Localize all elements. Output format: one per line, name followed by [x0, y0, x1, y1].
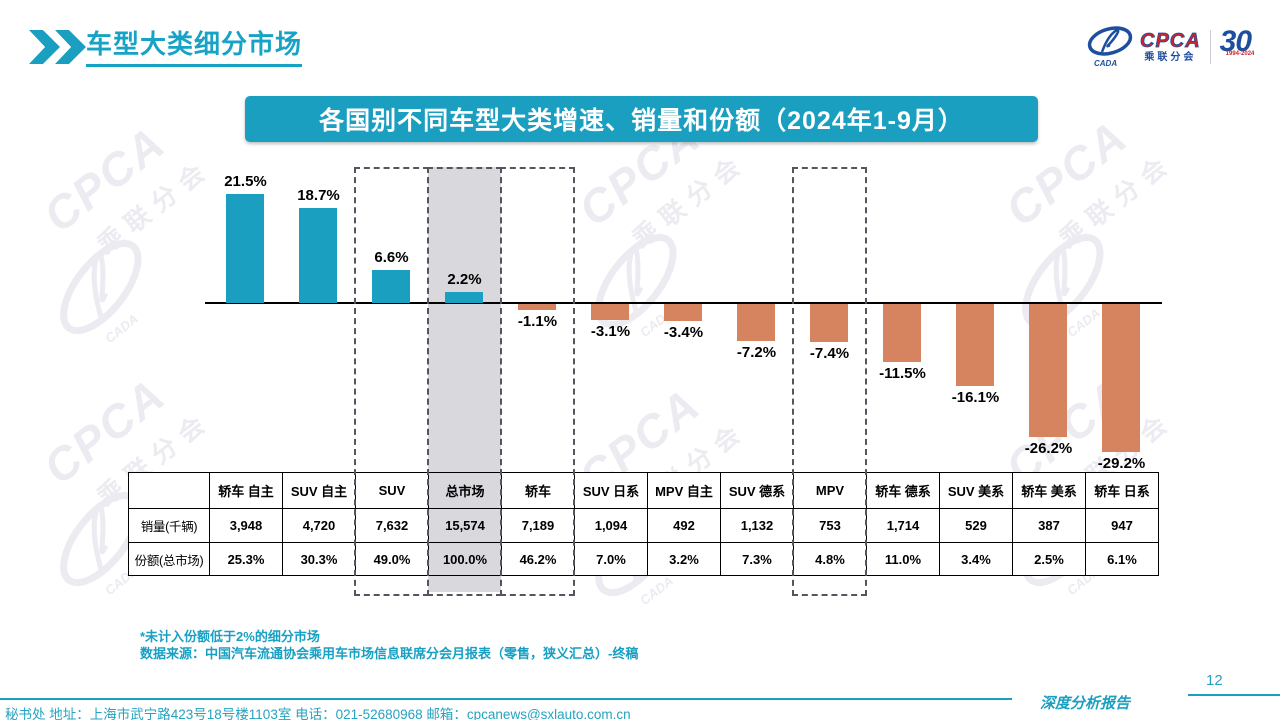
- sales-cell: 15,574: [429, 509, 502, 543]
- chart-column: -1.1%: [501, 167, 574, 592]
- growth-bar: [737, 304, 775, 341]
- chart-column: -29.2%: [1085, 167, 1158, 592]
- chart-column: -7.2%: [720, 167, 793, 592]
- chart-zero-axis: [205, 302, 1162, 304]
- cpca-logo: CADA CPCA 乘联分会 30 1994-2024: [1086, 24, 1264, 70]
- table-col-header: MPV: [794, 473, 867, 509]
- cpca-brand-text: CPCA: [1140, 30, 1201, 52]
- sales-cell: 753: [794, 509, 867, 543]
- growth-bar: [226, 194, 264, 303]
- growth-bar-label: -26.2%: [1024, 440, 1073, 457]
- growth-bar: [810, 304, 848, 342]
- chart-title: 各国别不同车型大类增速、销量和份额（2024年1-9月）: [319, 107, 964, 135]
- growth-bar-label: -1.1%: [517, 313, 558, 330]
- footer-contact: 秘书处 地址：上海市武宁路423号18号楼1103室 电话：021-526809…: [5, 707, 631, 720]
- chart-title-banner: 各国别不同车型大类增速、销量和份额（2024年1-9月）: [245, 96, 1038, 142]
- footer-divider: [0, 698, 1012, 700]
- table-col-header: SUV 自主: [283, 473, 356, 509]
- table-col-header: 轿车 德系: [867, 473, 940, 509]
- growth-bar-label: -7.2%: [736, 344, 777, 361]
- sales-cell: 3,948: [210, 509, 283, 543]
- growth-bar-label: 6.6%: [374, 249, 409, 266]
- chart-column: 21.5%: [209, 167, 282, 592]
- growth-bar-label: -7.4%: [809, 345, 850, 362]
- growth-bar: [664, 304, 702, 321]
- growth-bar-label: 18.7%: [297, 187, 340, 204]
- chart-column: 6.6%: [355, 167, 428, 592]
- table-row-label: 销量(千辆): [129, 509, 210, 543]
- cpca-sub-text: 乘联分会: [1144, 52, 1197, 63]
- share-cell: 4.8%: [794, 543, 867, 576]
- growth-bar-label: -3.4%: [663, 324, 704, 341]
- table-col-header: 轿车 自主: [210, 473, 283, 509]
- growth-bar: [1102, 304, 1140, 452]
- chart-column: -26.2%: [1012, 167, 1085, 592]
- anniversary-number: 30: [1219, 25, 1252, 58]
- growth-bar: [445, 292, 483, 303]
- footer-divider-right: [1188, 694, 1280, 696]
- table-row-label: 份额(总市场): [129, 543, 210, 576]
- share-cell: 3.4%: [940, 543, 1013, 576]
- growth-bar-chart: 21.5% 18.7% 6.6% 2.2% -1.1% -3.1% -3.4% -7.2% -7…: [205, 167, 1162, 596]
- chart-column: 2.2%: [428, 167, 501, 592]
- share-cell: 25.3%: [210, 543, 283, 576]
- chart-column: -3.1%: [574, 167, 647, 592]
- table-col-header: 轿车: [502, 473, 575, 509]
- sales-cell: 529: [940, 509, 1013, 543]
- table-col-header: SUV 德系: [721, 473, 794, 509]
- anniversary-30-logo: 30 1994-2024: [1219, 25, 1264, 67]
- anniversary-years: 1994-2024: [1225, 51, 1255, 57]
- cpca-wordmark: CPCA 乘联分会: [1140, 31, 1201, 63]
- watermark-cada-text: CADA: [102, 311, 141, 346]
- share-cell: 30.3%: [283, 543, 356, 576]
- cada-text: CADA: [1094, 59, 1117, 68]
- sales-cell: 1,714: [867, 509, 940, 543]
- growth-bar: [372, 270, 410, 303]
- growth-bar-label: 21.5%: [224, 173, 267, 190]
- table-col-header: SUV: [356, 473, 429, 509]
- data-source-note: 数据来源：中国汽车流通协会乘用车市场信息联席分会月报表（零售，狭义汇总）-终稿: [140, 646, 639, 661]
- footnote: *未计入份额低于2%的细分市场: [140, 629, 320, 644]
- chart-column: 18.7%: [282, 167, 355, 592]
- growth-bar-label: -11.5%: [879, 365, 926, 382]
- chart-column: -3.4%: [647, 167, 720, 592]
- growth-bar-label: -29.2%: [1097, 455, 1146, 472]
- chart-column: -11.5%: [866, 167, 939, 592]
- chart-column: -7.4%: [793, 167, 866, 592]
- table-corner-cell: [129, 473, 210, 509]
- growth-bar: [1029, 304, 1067, 437]
- watermark-sub-text: 乘联分会: [92, 153, 218, 260]
- page-title: 车型大类细分市场: [86, 24, 303, 67]
- cada-emblem-icon: CADA: [60, 239, 142, 346]
- share-cell: 46.2%: [502, 543, 575, 576]
- chevron-right-icon: [29, 30, 60, 64]
- chart-column: -16.1%: [939, 167, 1012, 592]
- table-col-header: 总市场: [429, 473, 502, 509]
- growth-bar: [299, 208, 337, 303]
- cada-emblem-icon: CADA: [1087, 26, 1133, 68]
- sales-cell: 1,132: [721, 509, 794, 543]
- watermark-brand-text: CPCA: [33, 115, 175, 243]
- table-col-header: SUV 美系: [940, 473, 1013, 509]
- chart-columns: 21.5% 18.7% 6.6% 2.2% -1.1% -3.1% -3.4% -7.2% -7…: [209, 167, 1158, 592]
- growth-bar: [518, 304, 556, 310]
- page-number: 12: [1206, 672, 1223, 689]
- report-type-label: 深度分析报告: [1040, 694, 1131, 712]
- growth-bar-label: -16.1%: [951, 389, 1000, 406]
- growth-bar: [591, 304, 629, 320]
- table-col-header: 轿车 日系: [1086, 473, 1159, 509]
- logo-divider: [1209, 30, 1211, 64]
- share-cell: 11.0%: [867, 543, 940, 576]
- growth-bar-label: 2.2%: [447, 271, 482, 288]
- growth-bar: [956, 304, 994, 386]
- growth-bar: [883, 304, 921, 362]
